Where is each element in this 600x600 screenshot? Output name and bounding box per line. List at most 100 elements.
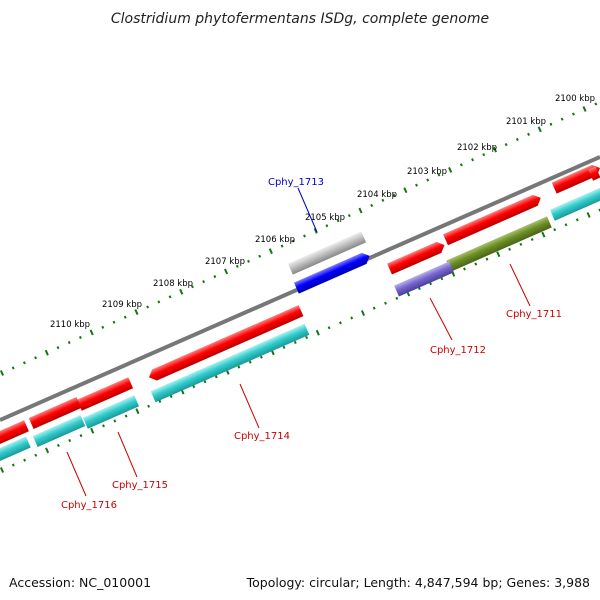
minor-tick xyxy=(560,117,564,121)
major-tick xyxy=(44,349,49,356)
gene-label-cphy-1711[interactable]: Cphy_1711 xyxy=(506,309,562,320)
minor-tick xyxy=(124,414,128,418)
minor-tick xyxy=(564,223,568,227)
gene-arrow-cphy-1713-blue[interactable] xyxy=(293,250,372,294)
minor-tick xyxy=(549,122,553,126)
minor-tick xyxy=(305,336,309,340)
gene-arrow-cphy-1711[interactable] xyxy=(443,192,543,246)
gene-arrow-cphy-1714-cds[interactable] xyxy=(150,323,310,403)
gene-arrow-cphy-1716[interactable] xyxy=(28,397,82,429)
minor-tick xyxy=(474,262,478,266)
kbp-label: 2102 kbp xyxy=(457,143,497,153)
gene-arrow-cphy-1715[interactable] xyxy=(76,377,134,411)
gene-label-cphy-1714[interactable]: Cphy_1714 xyxy=(234,431,290,442)
gene-arrow-cphy-1714[interactable] xyxy=(147,305,304,383)
gene-arrow-cphy-1712-cds[interactable] xyxy=(394,261,454,297)
gene-label-cphy-1713[interactable]: Cphy_1713 xyxy=(268,177,324,188)
minor-tick xyxy=(338,321,342,325)
minor-tick xyxy=(293,340,297,344)
minor-tick xyxy=(384,301,387,305)
gene-arrow-cphy-1716-cds[interactable] xyxy=(32,415,86,447)
minor-tick xyxy=(158,399,162,403)
gene-label-cphy-1716[interactable]: Cphy_1716 xyxy=(61,500,117,511)
minor-tick xyxy=(527,132,531,136)
major-tick xyxy=(582,106,587,112)
major-tick xyxy=(223,268,229,275)
minor-tick xyxy=(259,355,263,359)
minor-tick xyxy=(78,335,82,339)
gene-arrow-cphy-1712[interactable] xyxy=(387,239,447,275)
minor-tick xyxy=(327,326,331,330)
gene-label-cphy-1715[interactable]: Cphy_1715 xyxy=(112,480,168,491)
minor-tick xyxy=(113,419,117,423)
minor-tick xyxy=(415,183,418,187)
minor-tick xyxy=(459,163,463,167)
minor-tick xyxy=(429,282,433,286)
major-tick xyxy=(448,166,453,173)
major-tick xyxy=(496,251,501,258)
minor-tick xyxy=(101,325,105,329)
major-tick xyxy=(0,467,5,473)
minor-tick xyxy=(56,346,60,350)
kbp-label: 2109 kbp xyxy=(102,300,142,310)
minor-tick xyxy=(192,385,196,389)
minor-tick xyxy=(336,219,340,223)
inner-tick-marks xyxy=(0,208,600,473)
gene-arrow[interactable] xyxy=(588,166,600,181)
minor-tick xyxy=(571,112,575,116)
kbp-label: 2106 kbp xyxy=(255,235,295,245)
minor-tick xyxy=(519,242,523,246)
major-tick xyxy=(358,207,363,214)
minor-tick xyxy=(280,244,284,248)
gene-label-leaders xyxy=(66,187,531,497)
minor-tick xyxy=(553,228,557,232)
minor-tick xyxy=(395,296,399,300)
minor-tick xyxy=(34,356,38,360)
kbp-label: 2100 kbp xyxy=(555,94,595,104)
major-tick xyxy=(90,427,95,434)
minor-tick xyxy=(575,218,579,222)
gene-arrow-cphy-1715-cds[interactable] xyxy=(82,395,140,429)
minor-tick xyxy=(350,316,354,320)
minor-tick xyxy=(202,280,206,284)
gene-arrow-cphy-1713-gray[interactable] xyxy=(287,231,367,275)
minor-tick xyxy=(485,257,489,261)
gene-arrow[interactable] xyxy=(0,420,29,447)
minor-tick xyxy=(471,158,475,162)
major-tick xyxy=(268,248,273,255)
kbp-label: 2108 kbp xyxy=(153,279,193,289)
kbp-label: 2103 kbp xyxy=(407,167,447,177)
kbp-label: 2110 kbp xyxy=(50,320,90,330)
minor-tick xyxy=(392,193,396,197)
minor-tick xyxy=(381,198,385,202)
minor-tick xyxy=(247,259,250,263)
major-tick xyxy=(315,329,320,336)
minor-tick xyxy=(235,264,239,268)
minor-tick xyxy=(79,434,83,438)
minor-tick xyxy=(191,285,194,289)
major-tick xyxy=(179,288,184,295)
gene-features xyxy=(0,163,600,464)
major-tick xyxy=(313,227,318,234)
gene-arrow[interactable] xyxy=(551,163,600,194)
gene-label-cphy-1712[interactable]: Cphy_1712 xyxy=(430,345,486,356)
minor-tick xyxy=(530,237,534,242)
gene-arrow-cphy-1711-cds[interactable] xyxy=(446,216,552,272)
minor-tick xyxy=(23,458,27,462)
minor-tick xyxy=(11,366,15,370)
minor-tick xyxy=(426,178,430,182)
gene-arrow[interactable] xyxy=(549,187,600,221)
minor-tick xyxy=(508,247,512,251)
kbp-label: 2101 kbp xyxy=(506,117,546,127)
minor-tick xyxy=(370,203,374,207)
topology-text: Topology: circular; Length: 4,847,594 bp… xyxy=(246,575,590,590)
minor-tick xyxy=(157,300,161,304)
major-tick xyxy=(492,146,498,153)
gene-arrow[interactable] xyxy=(0,436,31,464)
minor-tick xyxy=(67,341,71,345)
map-title: Clostridium phytofermentans ISDg, comple… xyxy=(111,11,489,27)
major-tick xyxy=(541,231,546,238)
minor-tick xyxy=(56,443,60,447)
minor-tick xyxy=(347,214,351,218)
